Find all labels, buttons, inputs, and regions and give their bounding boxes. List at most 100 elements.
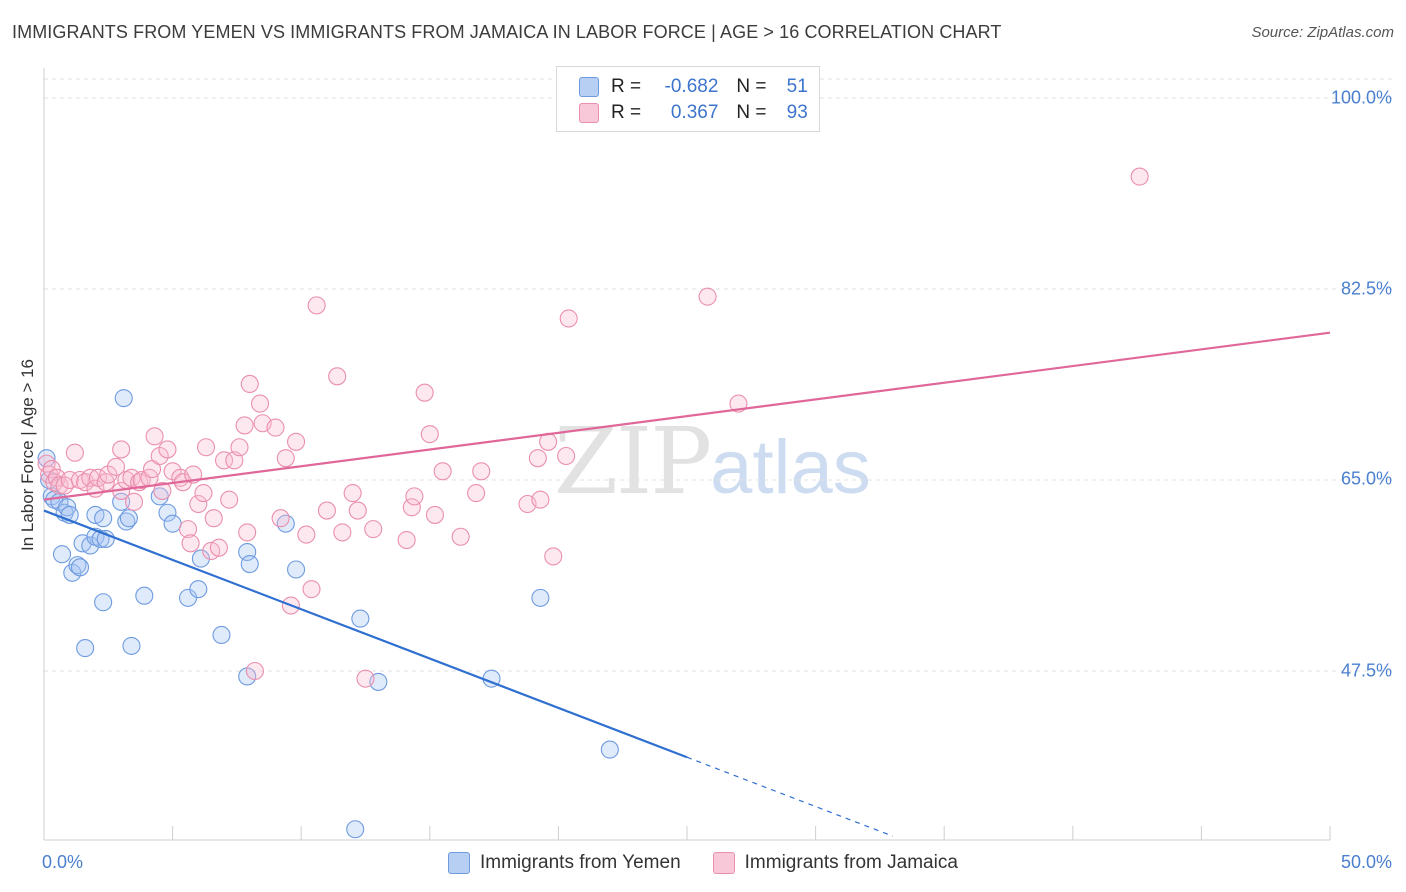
point-jamaica-73	[433, 462, 452, 481]
point-yemen-37	[276, 514, 295, 533]
x-tick-label-max: 50.0%	[1340, 852, 1392, 872]
point-yemen-33	[212, 625, 231, 645]
point-yemen-42	[600, 740, 619, 759]
point-yemen-21	[112, 492, 131, 511]
correlation-legend: R = -0.682 N = 51 R = 0.367 N = 93	[556, 66, 820, 132]
point-jamaica-47	[238, 523, 257, 542]
point-yemen-23	[117, 512, 136, 531]
point-jamaica-63	[343, 484, 362, 503]
series-legend: Immigrants from Yemen Immigrants from Ja…	[448, 852, 990, 874]
point-jamaica-82	[557, 446, 576, 466]
point-jamaica-5	[50, 476, 69, 495]
point-jamaica-18	[112, 440, 131, 459]
point-yemen-17	[94, 509, 113, 528]
series-legend-label-jamaica: Immigrants from Jamaica	[744, 852, 958, 873]
legend-r-value-jamaica: 0.367	[670, 102, 719, 123]
point-jamaica-7	[60, 470, 79, 490]
point-jamaica-59	[307, 296, 326, 315]
point-jamaica-83	[559, 309, 578, 328]
point-jamaica-67	[397, 530, 416, 550]
point-yemen-29	[163, 514, 182, 533]
point-jamaica-74	[451, 527, 470, 546]
point-jamaica-65	[356, 669, 375, 688]
point-yemen-19	[96, 529, 115, 548]
watermark-zip: ZIP	[554, 408, 712, 515]
point-jamaica-84	[698, 287, 717, 306]
legend-n-value-jamaica: 93	[786, 102, 808, 123]
chart-title: IMMIGRANTS FROM YEMEN VS IMMIGRANTS FROM…	[12, 22, 1002, 42]
point-jamaica-45	[230, 438, 249, 457]
point-yemen-36	[240, 554, 259, 574]
trend-line-yemen	[43, 509, 688, 759]
point-jamaica-43	[220, 490, 239, 509]
trend-line-jamaica	[43, 331, 1331, 501]
point-jamaica-50	[250, 394, 270, 413]
point-jamaica-75	[467, 484, 486, 503]
legend-r-label-yemen: R =	[611, 76, 642, 97]
point-jamaica-33	[178, 520, 198, 539]
point-jamaica-72	[425, 505, 444, 524]
point-jamaica-41	[209, 538, 228, 557]
point-jamaica-28	[153, 481, 172, 500]
point-yemen-44	[531, 588, 550, 607]
point-yemen-43	[346, 820, 365, 839]
point-jamaica-48	[240, 374, 259, 394]
point-yemen-34	[238, 542, 257, 562]
legend-r-value-yemen: -0.682	[664, 76, 719, 97]
legend-row-jamaica: R = 0.367 N = 93	[579, 100, 808, 126]
point-jamaica-57	[297, 525, 316, 544]
point-jamaica-21	[124, 492, 144, 511]
point-jamaica-61	[328, 367, 347, 386]
point-jamaica-40	[204, 509, 223, 528]
legend-n-value-yemen: 51	[786, 76, 808, 97]
point-jamaica-70	[415, 383, 434, 402]
point-jamaica-62	[333, 523, 352, 542]
legend-swatch-yemen	[579, 77, 599, 97]
point-jamaica-79	[531, 490, 550, 509]
point-jamaica-8	[65, 443, 84, 462]
point-yemen-12	[76, 639, 95, 658]
point-jamaica-15	[99, 465, 118, 484]
point-jamaica-29	[158, 440, 177, 459]
point-yemen-26	[135, 586, 154, 605]
watermark-atlas: atlas	[710, 425, 871, 510]
point-jamaica-76	[472, 462, 491, 481]
x-tick-label-min: 0.0%	[42, 852, 84, 872]
point-jamaica-26	[145, 427, 164, 446]
point-yemen-10	[70, 558, 90, 577]
source-label: Source: ZipAtlas.com	[1251, 24, 1394, 41]
point-jamaica-0	[37, 454, 56, 473]
series-swatch-jamaica	[712, 852, 735, 874]
point-jamaica-37	[194, 484, 213, 503]
point-jamaica-69	[405, 487, 424, 506]
legend-swatch-jamaica	[579, 103, 599, 123]
legend-n-label-jamaica: N =	[736, 102, 767, 123]
point-yemen-25	[122, 636, 141, 655]
point-jamaica-54	[276, 449, 295, 468]
y-axis-label: In Labor Force | Age > 16	[18, 358, 37, 552]
series-legend-yemen: Immigrants from Yemen	[448, 852, 681, 874]
point-jamaica-46	[235, 416, 254, 435]
point-yemen-20	[52, 545, 72, 564]
point-yemen-38	[287, 560, 306, 579]
series-legend-label-yemen: Immigrants from Yemen	[480, 852, 681, 873]
point-jamaica-27	[150, 446, 169, 466]
point-jamaica-52	[266, 418, 285, 437]
trend-line-extension-yemen	[686, 756, 893, 837]
point-yemen-39	[351, 609, 370, 628]
point-jamaica-71	[420, 425, 439, 444]
point-jamaica-64	[348, 501, 367, 520]
point-jamaica-66	[364, 520, 383, 539]
point-jamaica-56	[287, 432, 306, 451]
point-jamaica-78	[528, 449, 547, 468]
y-tick-label-47-5: 47.5%	[1340, 660, 1392, 681]
zipatlas-watermark: ZIPatlas	[554, 408, 871, 515]
point-yemen-32	[191, 549, 210, 568]
point-yemen-24	[119, 509, 138, 528]
series-swatch-yemen	[448, 852, 470, 874]
point-jamaica-42	[214, 451, 234, 470]
point-jamaica-36	[189, 494, 208, 514]
point-yemen-9	[68, 556, 87, 575]
point-jamaica-60	[317, 501, 336, 520]
point-jamaica-58	[302, 580, 321, 599]
